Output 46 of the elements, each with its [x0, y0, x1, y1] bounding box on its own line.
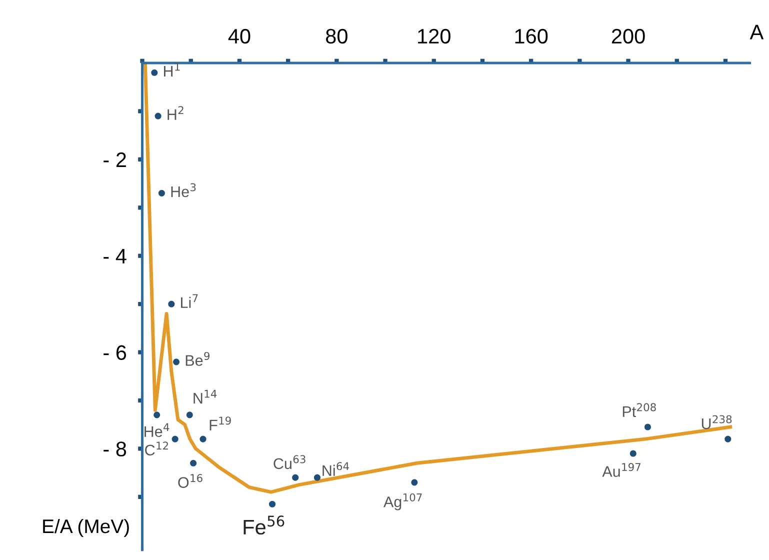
point: [630, 450, 636, 457]
y-axis-title: E/A (MeV): [43, 518, 129, 538]
x-tick-label: 80: [326, 28, 348, 44]
annotation: Be$^{9}$: [186, 352, 210, 366]
annotation: H$^{2}$: [168, 106, 184, 120]
x-tick-label: 160: [515, 28, 548, 44]
y-tick-label: - 2: [104, 152, 126, 167]
annotation: O$^{16}$: [178, 474, 202, 488]
annotation: H$^{1}$: [164, 62, 180, 76]
point: [190, 460, 197, 466]
line-series: [143, 63, 732, 494]
x-tick-label: 120: [418, 28, 450, 44]
y-tick-label: - 6: [104, 345, 126, 360]
x-tick-label: 200: [612, 28, 645, 44]
annotation: He$^{3}$: [171, 183, 196, 198]
point: [154, 412, 160, 418]
annotation: Cu$^{63}$: [274, 455, 306, 470]
point: [168, 300, 175, 308]
point: [154, 112, 162, 120]
annotation: N$^{14}$: [194, 390, 217, 404]
x-tick-label: 40: [228, 28, 250, 44]
point: [186, 412, 193, 418]
point: [314, 474, 321, 481]
point: [172, 358, 180, 366]
annotation: Li$^{7}$: [181, 294, 198, 308]
annotation: F$^{19}$: [210, 416, 231, 430]
point: [411, 479, 418, 486]
annotation: Fe$^{56}$: [244, 516, 284, 535]
x-axis-title: A: [750, 24, 764, 40]
annotation: He$^{4}$: [144, 423, 170, 437]
y-tick-label: - 8: [104, 442, 126, 456]
point: [292, 474, 299, 481]
annotation: C$^{12}$: [145, 442, 168, 456]
point: [172, 436, 178, 442]
point: [268, 500, 276, 508]
annotation: Au$^{197}$: [602, 462, 640, 477]
annotation: Ni$^{64}$: [322, 462, 349, 476]
point: [644, 424, 652, 430]
point: [158, 190, 165, 196]
annotation: U$^{238}$: [702, 415, 732, 430]
y-tick-label: - 4: [104, 249, 126, 264]
point: [200, 436, 206, 442]
annotation: Pt$^{208}$: [622, 403, 656, 418]
point: [724, 436, 732, 442]
point: [151, 69, 158, 76]
annotation: Ag$^{107}$: [383, 493, 422, 510]
